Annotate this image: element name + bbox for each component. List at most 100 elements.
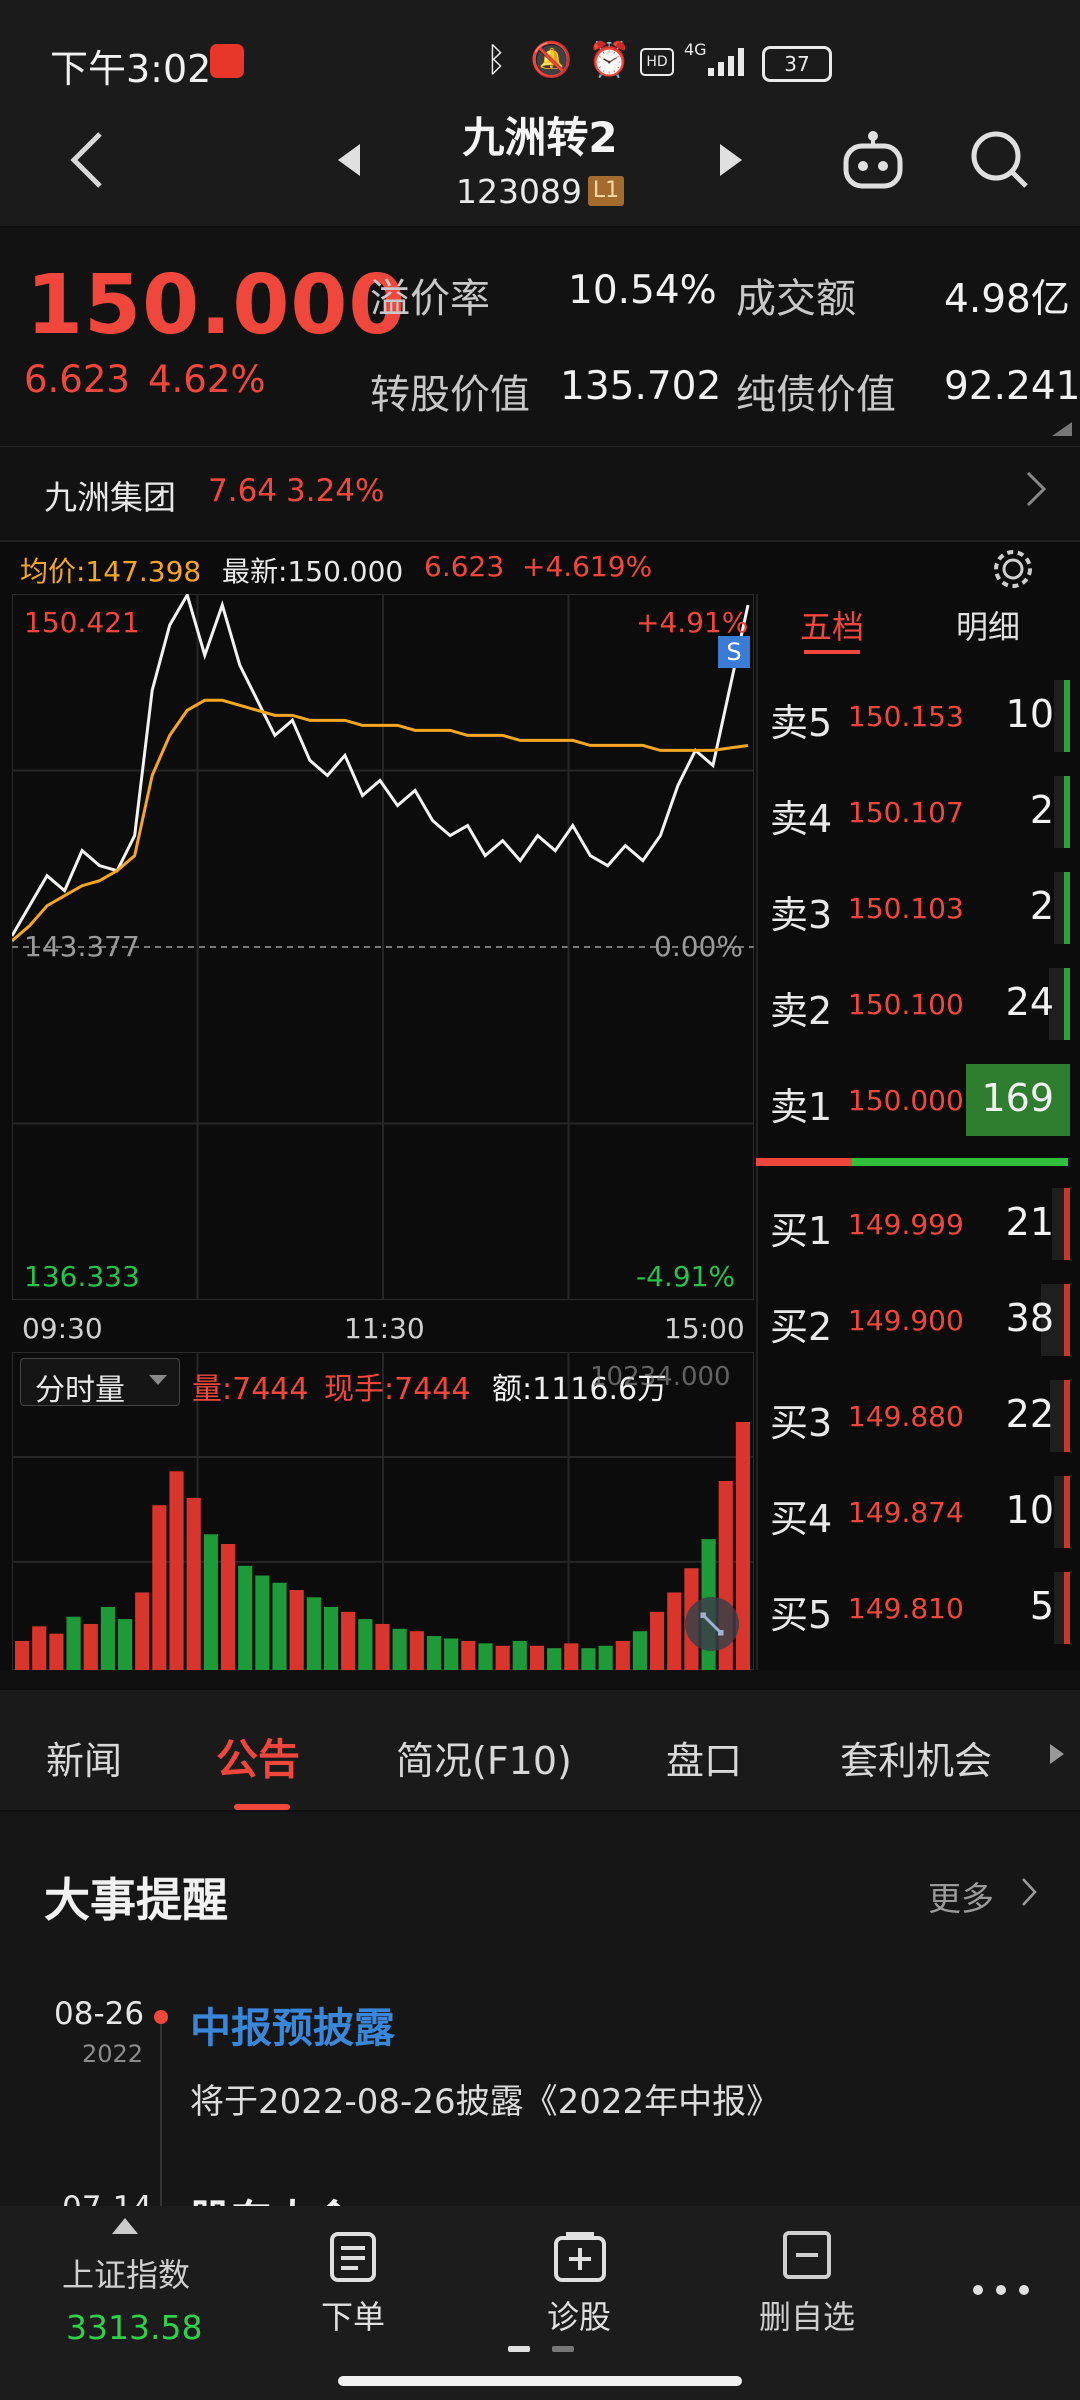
orderbook-depth-bar bbox=[1054, 775, 1070, 849]
volume-bar bbox=[272, 1582, 287, 1670]
volume-bar bbox=[409, 1631, 424, 1670]
event-year: 2022 bbox=[82, 2040, 144, 2068]
tab-arbitrage[interactable]: 套利机会 bbox=[840, 1739, 993, 1783]
premium-value: 10.54% bbox=[568, 268, 717, 313]
events-more-link[interactable]: 更多 bbox=[928, 1879, 994, 1918]
nav-order[interactable]: 下单 bbox=[320, 2298, 385, 2336]
chevron-right-icon bbox=[1026, 471, 1047, 507]
orderbook-price: 149.874 bbox=[848, 1496, 964, 1529]
orderbook-quantity: 24 bbox=[1005, 980, 1054, 1024]
fullscreen-icon[interactable] bbox=[684, 1596, 740, 1652]
back-icon[interactable] bbox=[64, 128, 108, 192]
index-name[interactable]: 上证指数 bbox=[62, 2256, 191, 2294]
orderbook-quantity: 38 bbox=[1005, 1296, 1054, 1340]
event-title[interactable]: 中报预披露 bbox=[190, 2004, 395, 2052]
volume-bar bbox=[66, 1616, 81, 1670]
volume-bar bbox=[650, 1611, 665, 1670]
more-options-icon[interactable] bbox=[970, 2282, 1032, 2298]
orderbook-level-label: 买1 bbox=[770, 1209, 833, 1253]
home-indicator[interactable] bbox=[338, 2376, 742, 2386]
orderbook-quantity: 169 bbox=[981, 1076, 1054, 1120]
pct-axis-top: +4.91% bbox=[636, 606, 749, 639]
orderbook-level-label: 卖2 bbox=[770, 989, 833, 1033]
volume-bar bbox=[135, 1592, 150, 1670]
intraday-price-chart[interactable] bbox=[12, 594, 754, 1300]
level-badge: L1 bbox=[588, 176, 624, 206]
nav-diagnose[interactable]: 诊股 bbox=[546, 2298, 611, 2336]
volume-bar bbox=[581, 1648, 596, 1670]
search-icon[interactable] bbox=[966, 126, 1032, 192]
orderbook-row[interactable]: 卖1 150.000 169 bbox=[760, 1052, 1070, 1148]
status-time: 下午3:02 bbox=[50, 47, 212, 91]
volume-bar bbox=[615, 1640, 630, 1670]
status-bar: 下午3:02 ᛒ 🔕 ⏰ HD 4G 37 bbox=[0, 0, 1080, 120]
volume-bar bbox=[444, 1638, 459, 1670]
orderbook-quantity: 10 bbox=[1005, 1488, 1054, 1532]
volume-bar bbox=[512, 1640, 527, 1670]
orderbook-row[interactable]: 卖5 150.153 10 bbox=[760, 668, 1070, 764]
event-description: 将于2022-08-26披露《2022年中报》 bbox=[190, 2082, 781, 2122]
orderbook-row[interactable]: 买5 149.810 5 bbox=[760, 1560, 1070, 1656]
expand-corner-icon[interactable] bbox=[1052, 422, 1072, 436]
tab-profile[interactable]: 简况(F10) bbox=[396, 1739, 572, 1783]
orderbook-price: 149.810 bbox=[848, 1592, 964, 1625]
tab-announcements[interactable]: 公告 bbox=[216, 1735, 301, 1784]
orderbook-quantity: 22 bbox=[1005, 1392, 1054, 1436]
remove-watchlist-icon[interactable] bbox=[782, 2230, 832, 2280]
events-section bbox=[0, 1812, 1080, 2212]
orderbook-depth-bar bbox=[1054, 871, 1070, 945]
timeline-dot bbox=[154, 2010, 168, 2024]
volume-bar bbox=[306, 1597, 321, 1670]
volume-chart[interactable] bbox=[12, 1352, 754, 1670]
orderbook-price: 150.153 bbox=[848, 700, 964, 733]
nav-remove-watchlist[interactable]: 删自选 bbox=[758, 2298, 855, 2336]
underlying-stock-row[interactable]: 九洲集团 7.64 3.24% bbox=[0, 446, 1080, 539]
bluetooth-icon: ᛒ bbox=[486, 40, 507, 80]
mute-icon: 🔕 bbox=[530, 40, 573, 80]
latest-price-label: 最新:150.000 bbox=[222, 555, 404, 588]
volume-selector-label: 分时量 bbox=[35, 1373, 125, 1408]
price-change-pct: 4.62% bbox=[148, 358, 266, 401]
volume-selector[interactable]: 分时量 bbox=[20, 1358, 180, 1408]
volume-bar bbox=[49, 1633, 64, 1670]
orderbook-row[interactable]: 买1 149.999 21 bbox=[760, 1176, 1070, 1272]
hd-icon: HD bbox=[640, 48, 674, 76]
tabs-more-icon[interactable] bbox=[1048, 1742, 1066, 1766]
buy-strength-bar bbox=[756, 1158, 852, 1166]
index-caret-up-icon bbox=[112, 2218, 138, 2234]
timeline-line bbox=[160, 2016, 162, 2216]
volume-bar bbox=[186, 1497, 201, 1670]
prev-stock-icon[interactable] bbox=[334, 140, 364, 180]
volume-bar bbox=[495, 1645, 510, 1670]
order-document-icon[interactable] bbox=[326, 2230, 380, 2284]
tab-order-panel[interactable]: 盘口 bbox=[666, 1739, 743, 1783]
sell-marker[interactable]: S bbox=[718, 636, 750, 668]
pct-axis-bottom: -4.91% bbox=[636, 1260, 736, 1293]
orderbook-price: 149.880 bbox=[848, 1400, 964, 1433]
orderbook-row[interactable]: 买2 149.900 38 bbox=[760, 1272, 1070, 1368]
diagnose-stock-icon[interactable] bbox=[550, 2228, 610, 2286]
orderbook-depth-bar bbox=[1052, 1187, 1070, 1261]
orderbook-depth-bar bbox=[1041, 1283, 1070, 1357]
orderbook-row[interactable]: 卖2 150.100 24 bbox=[760, 956, 1070, 1052]
network-label: 4G bbox=[684, 40, 707, 59]
tab-active-indicator bbox=[804, 650, 860, 654]
orderbook-row[interactable]: 买4 149.874 10 bbox=[760, 1464, 1070, 1560]
next-stock-icon[interactable] bbox=[716, 140, 746, 180]
content-tabs bbox=[0, 1690, 1080, 1810]
settings-gear-icon[interactable] bbox=[990, 546, 1036, 592]
tab-detail[interactable]: 明细 bbox=[956, 608, 1021, 646]
orderbook-row[interactable]: 买3 149.880 22 bbox=[760, 1368, 1070, 1464]
volume-bar bbox=[32, 1626, 47, 1670]
tab-news[interactable]: 新闻 bbox=[46, 1739, 123, 1783]
tab-five-levels[interactable]: 五档 bbox=[800, 608, 865, 646]
orderbook-depth-bar bbox=[1050, 1379, 1070, 1453]
orderbook-row[interactable]: 卖3 150.103 2 bbox=[760, 860, 1070, 956]
orderbook-level-label: 卖1 bbox=[770, 1085, 833, 1129]
orderbook-row[interactable]: 卖4 150.107 2 bbox=[760, 764, 1070, 860]
chart-change: 6.623 bbox=[424, 550, 505, 583]
premium-label: 溢价率 bbox=[370, 276, 490, 322]
robot-assistant-icon[interactable] bbox=[840, 126, 906, 192]
tab-active-underline bbox=[234, 1804, 290, 1810]
last-price: 150.000 bbox=[26, 258, 407, 353]
